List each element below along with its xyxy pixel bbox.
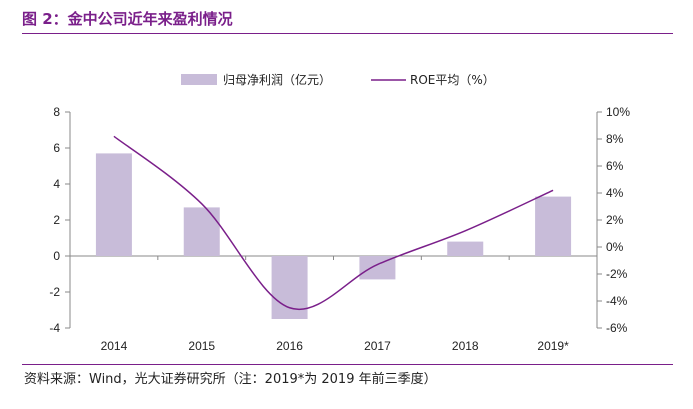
bar-net-profit	[95, 153, 132, 256]
bar-net-profit	[535, 196, 572, 256]
right-axis-tick-label: 2%	[606, 213, 624, 227]
x-axis-tick-label: 2019*	[537, 339, 569, 353]
x-axis-tick-label: 2017	[364, 339, 391, 353]
series-line-roe	[113, 135, 554, 311]
left-axis-tick-label: 6	[53, 141, 60, 155]
right-axis-tick-label: 4%	[606, 186, 624, 200]
right-axis-tick-label: -2%	[606, 267, 628, 281]
x-axis-tick-label: 2018	[452, 339, 479, 353]
right-axis-tick-label: 10%	[606, 105, 630, 119]
left-axis-tick-label: 4	[53, 177, 60, 191]
source-divider	[22, 364, 673, 365]
right-axis-tick-label: 8%	[606, 132, 624, 146]
right-axis-tick-label: 6%	[606, 159, 624, 173]
title-divider	[22, 33, 673, 34]
left-axis-tick-label: 0	[53, 249, 60, 263]
left-axis-tick-label: 8	[53, 105, 60, 119]
x-axis-tick-label: 2016	[276, 339, 303, 353]
right-axis-tick-label: -4%	[606, 294, 628, 308]
right-axis-tick-label: 0%	[606, 240, 624, 254]
legend-bar-label: 归母净利润（亿元）	[223, 72, 331, 87]
legend-bar-swatch	[181, 74, 217, 85]
right-axis-tick-label: -6%	[606, 321, 628, 335]
left-axis-tick-label: 2	[53, 213, 60, 227]
source-note: 资料来源：Wind，光大证券研究所（注：2019*为 2019 年前三季度）	[24, 372, 437, 387]
bar-net-profit	[447, 241, 484, 256]
x-axis-tick-label: 2014	[101, 339, 128, 353]
left-axis-tick-label: -4	[49, 321, 60, 335]
x-axis-tick-label: 2015	[188, 339, 215, 353]
left-axis-tick-label: -2	[49, 285, 60, 299]
figure-title: 图 2：金中公司近年来盈利情况	[22, 10, 233, 28]
legend-line-label: ROE平均（%）	[410, 73, 495, 87]
bar-net-profit	[183, 207, 220, 256]
bar-net-profit	[359, 256, 396, 280]
